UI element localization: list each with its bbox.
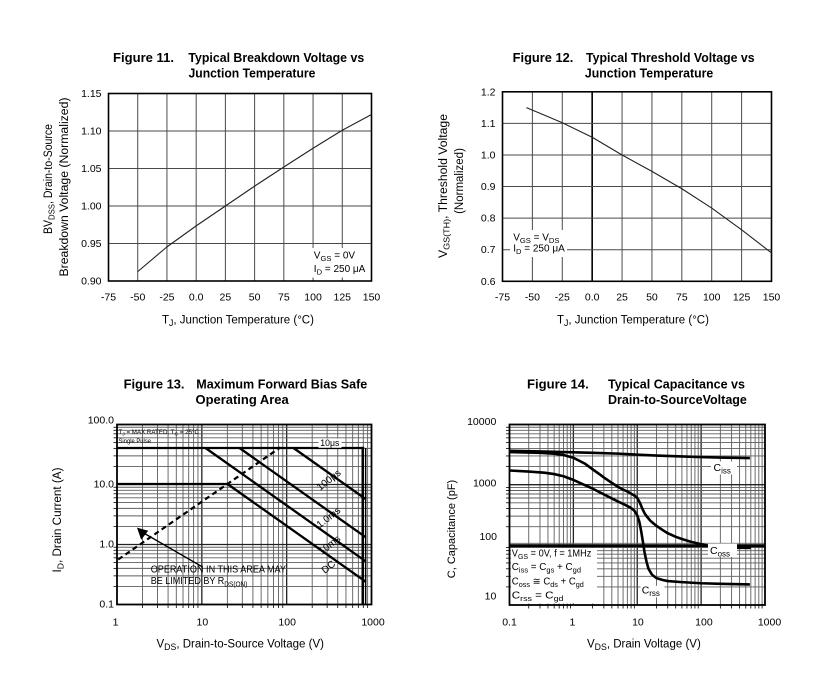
svg-text:(Normalized): (Normalized) bbox=[454, 148, 466, 214]
svg-text:-50: -50 bbox=[525, 292, 540, 304]
svg-text:10: 10 bbox=[196, 617, 208, 629]
svg-text:Operating Area: Operating Area bbox=[196, 393, 290, 407]
svg-text:150: 150 bbox=[763, 292, 781, 304]
svg-text:ID, Drain Current (A): ID, Drain Current (A) bbox=[52, 467, 66, 572]
svg-text:ID​ = 250 μA: ID​ = 250 μA bbox=[513, 244, 565, 257]
svg-text:Typical Threshold Voltage vs: Typical Threshold Voltage vs bbox=[586, 51, 755, 65]
svg-text:0.9: 0.9 bbox=[481, 181, 496, 193]
svg-text:Typical Breakdown Voltage vs: Typical Breakdown Voltage vs bbox=[188, 51, 364, 65]
svg-text:TJ​, Junction Temperature (°C): TJ​, Junction Temperature (°C) bbox=[162, 315, 314, 329]
svg-text:ID​ = 250 μA: ID​ = 250 μA bbox=[314, 264, 366, 277]
svg-text:0.6: 0.6 bbox=[481, 276, 496, 288]
svg-text:Figure 13.: Figure 13. bbox=[124, 378, 185, 392]
svg-text:1.05: 1.05 bbox=[81, 163, 102, 175]
svg-text:1: 1 bbox=[569, 617, 575, 629]
svg-text:10.0: 10.0 bbox=[94, 479, 115, 491]
svg-text:10: 10 bbox=[485, 591, 497, 603]
svg-text:Coss​ ≅ Cds​ + Cgd​: Coss​ ≅ Cds​ + Cgd​ bbox=[512, 576, 584, 589]
svg-text:VGS(TH), Threshold Voltage: VGS(TH), Threshold Voltage bbox=[438, 114, 452, 258]
svg-text:125: 125 bbox=[334, 292, 352, 304]
svg-text:125: 125 bbox=[733, 292, 751, 304]
svg-text:VDS​, Drain-to-Source Voltage: VDS​, Drain-to-Source Voltage (V) bbox=[157, 639, 325, 653]
svg-text:1000: 1000 bbox=[361, 617, 385, 629]
svg-text:10μs: 10μs bbox=[320, 438, 339, 448]
svg-text:50: 50 bbox=[646, 292, 658, 304]
svg-text:BVDSS, Drain-to-Source: BVDSS, Drain-to-Source bbox=[43, 124, 57, 234]
svg-text:100: 100 bbox=[703, 292, 721, 304]
svg-text:0.95: 0.95 bbox=[81, 238, 102, 250]
svg-text:25: 25 bbox=[616, 292, 628, 304]
svg-text:Junction Temperature: Junction Temperature bbox=[189, 67, 316, 81]
svg-text:0.7: 0.7 bbox=[481, 244, 496, 256]
svg-text:100: 100 bbox=[479, 531, 497, 543]
svg-text:-25: -25 bbox=[159, 292, 174, 304]
svg-text:VGS​ = 0V, f = 1MHz: VGS​ = 0V, f = 1MHz bbox=[512, 549, 592, 562]
svg-text:0.0: 0.0 bbox=[189, 292, 204, 304]
svg-text:100: 100 bbox=[304, 292, 322, 304]
svg-text:0.1: 0.1 bbox=[99, 599, 114, 611]
svg-text:-50: -50 bbox=[130, 292, 145, 304]
svg-text:BE LIMITED BY RDS(ON)​: BE LIMITED BY RDS(ON)​ bbox=[151, 576, 248, 589]
svg-text:Typical Capacitance vs: Typical Capacitance vs bbox=[608, 378, 745, 392]
svg-text:Ciss​ = Cgs​ + Cgd​: Ciss​ = Cgs​ + Cgd​ bbox=[512, 562, 581, 575]
svg-text:0.1: 0.1 bbox=[502, 617, 517, 629]
svg-text:-25: -25 bbox=[555, 292, 570, 304]
svg-text:0.0: 0.0 bbox=[585, 292, 600, 304]
svg-text:50: 50 bbox=[249, 292, 261, 304]
svg-text:Coss​: Coss​ bbox=[710, 545, 730, 559]
svg-text:1.2: 1.2 bbox=[481, 86, 496, 98]
svg-text:1.10: 1.10 bbox=[81, 126, 102, 138]
svg-text:1.1: 1.1 bbox=[481, 118, 496, 130]
svg-text:Breakdown Voltage (Normalized): Breakdown Voltage (Normalized) bbox=[59, 97, 71, 276]
svg-text:150: 150 bbox=[363, 292, 381, 304]
svg-text:75: 75 bbox=[278, 292, 290, 304]
svg-text:-75: -75 bbox=[495, 292, 510, 304]
svg-text:VDS​, Drain Voltage (V): VDS​, Drain Voltage (V) bbox=[587, 639, 701, 653]
svg-text:Maximum Forward Bias Safe: Maximum Forward Bias Safe bbox=[196, 378, 367, 392]
svg-text:Figure 12.: Figure 12. bbox=[513, 51, 574, 65]
svg-text:10000: 10000 bbox=[467, 416, 496, 428]
svg-text:0.90: 0.90 bbox=[81, 276, 102, 288]
svg-text:1.00: 1.00 bbox=[81, 201, 102, 213]
svg-text:VGS​ = VDS​: VGS​ = VDS​ bbox=[513, 233, 559, 246]
svg-text:Figure 14.: Figure 14. bbox=[527, 378, 589, 392]
svg-text:TJ​, Junction Temperature (°C): TJ​, Junction Temperature (°C) bbox=[557, 315, 709, 329]
svg-text:100.0: 100.0 bbox=[88, 415, 114, 427]
svg-text:1: 1 bbox=[113, 617, 119, 629]
svg-text:1.0: 1.0 bbox=[481, 149, 496, 161]
svg-text:0.8: 0.8 bbox=[481, 213, 496, 225]
svg-text:Drain-to-SourceVoltage: Drain-to-SourceVoltage bbox=[608, 393, 747, 407]
svg-text:Single Pulse: Single Pulse bbox=[119, 438, 152, 445]
svg-text:Crss​ = Cgd​: Crss​ = Cgd​ bbox=[512, 590, 564, 603]
svg-text:TJ​ = MAX RATED, TC​ = 25°C: TJ​ = MAX RATED, TC​ = 25°C bbox=[119, 429, 200, 438]
svg-text:1000: 1000 bbox=[473, 478, 497, 490]
svg-text:Ciss​: Ciss​ bbox=[714, 462, 731, 476]
svg-text:75: 75 bbox=[676, 292, 688, 304]
svg-text:1000: 1000 bbox=[758, 617, 782, 629]
svg-text:100: 100 bbox=[695, 617, 713, 629]
svg-text:10: 10 bbox=[632, 617, 644, 629]
svg-text:1.0: 1.0 bbox=[99, 539, 114, 551]
svg-text:Crss​: Crss​ bbox=[642, 584, 660, 598]
svg-text:Figure 11.: Figure 11. bbox=[113, 51, 174, 65]
svg-text:Junction Temperature: Junction Temperature bbox=[585, 67, 713, 81]
svg-text:25: 25 bbox=[220, 292, 232, 304]
svg-text:100: 100 bbox=[278, 617, 296, 629]
svg-text:C, Capacitance (pF): C, Capacitance (pF) bbox=[446, 480, 458, 578]
svg-text:1.15: 1.15 bbox=[81, 88, 102, 100]
svg-text:OPERATION IN THIS AREA MAY: OPERATION IN THIS AREA MAY bbox=[151, 565, 286, 576]
svg-text:VGS​ = 0V: VGS​ = 0V bbox=[314, 250, 356, 263]
svg-text:-75: -75 bbox=[101, 292, 116, 304]
